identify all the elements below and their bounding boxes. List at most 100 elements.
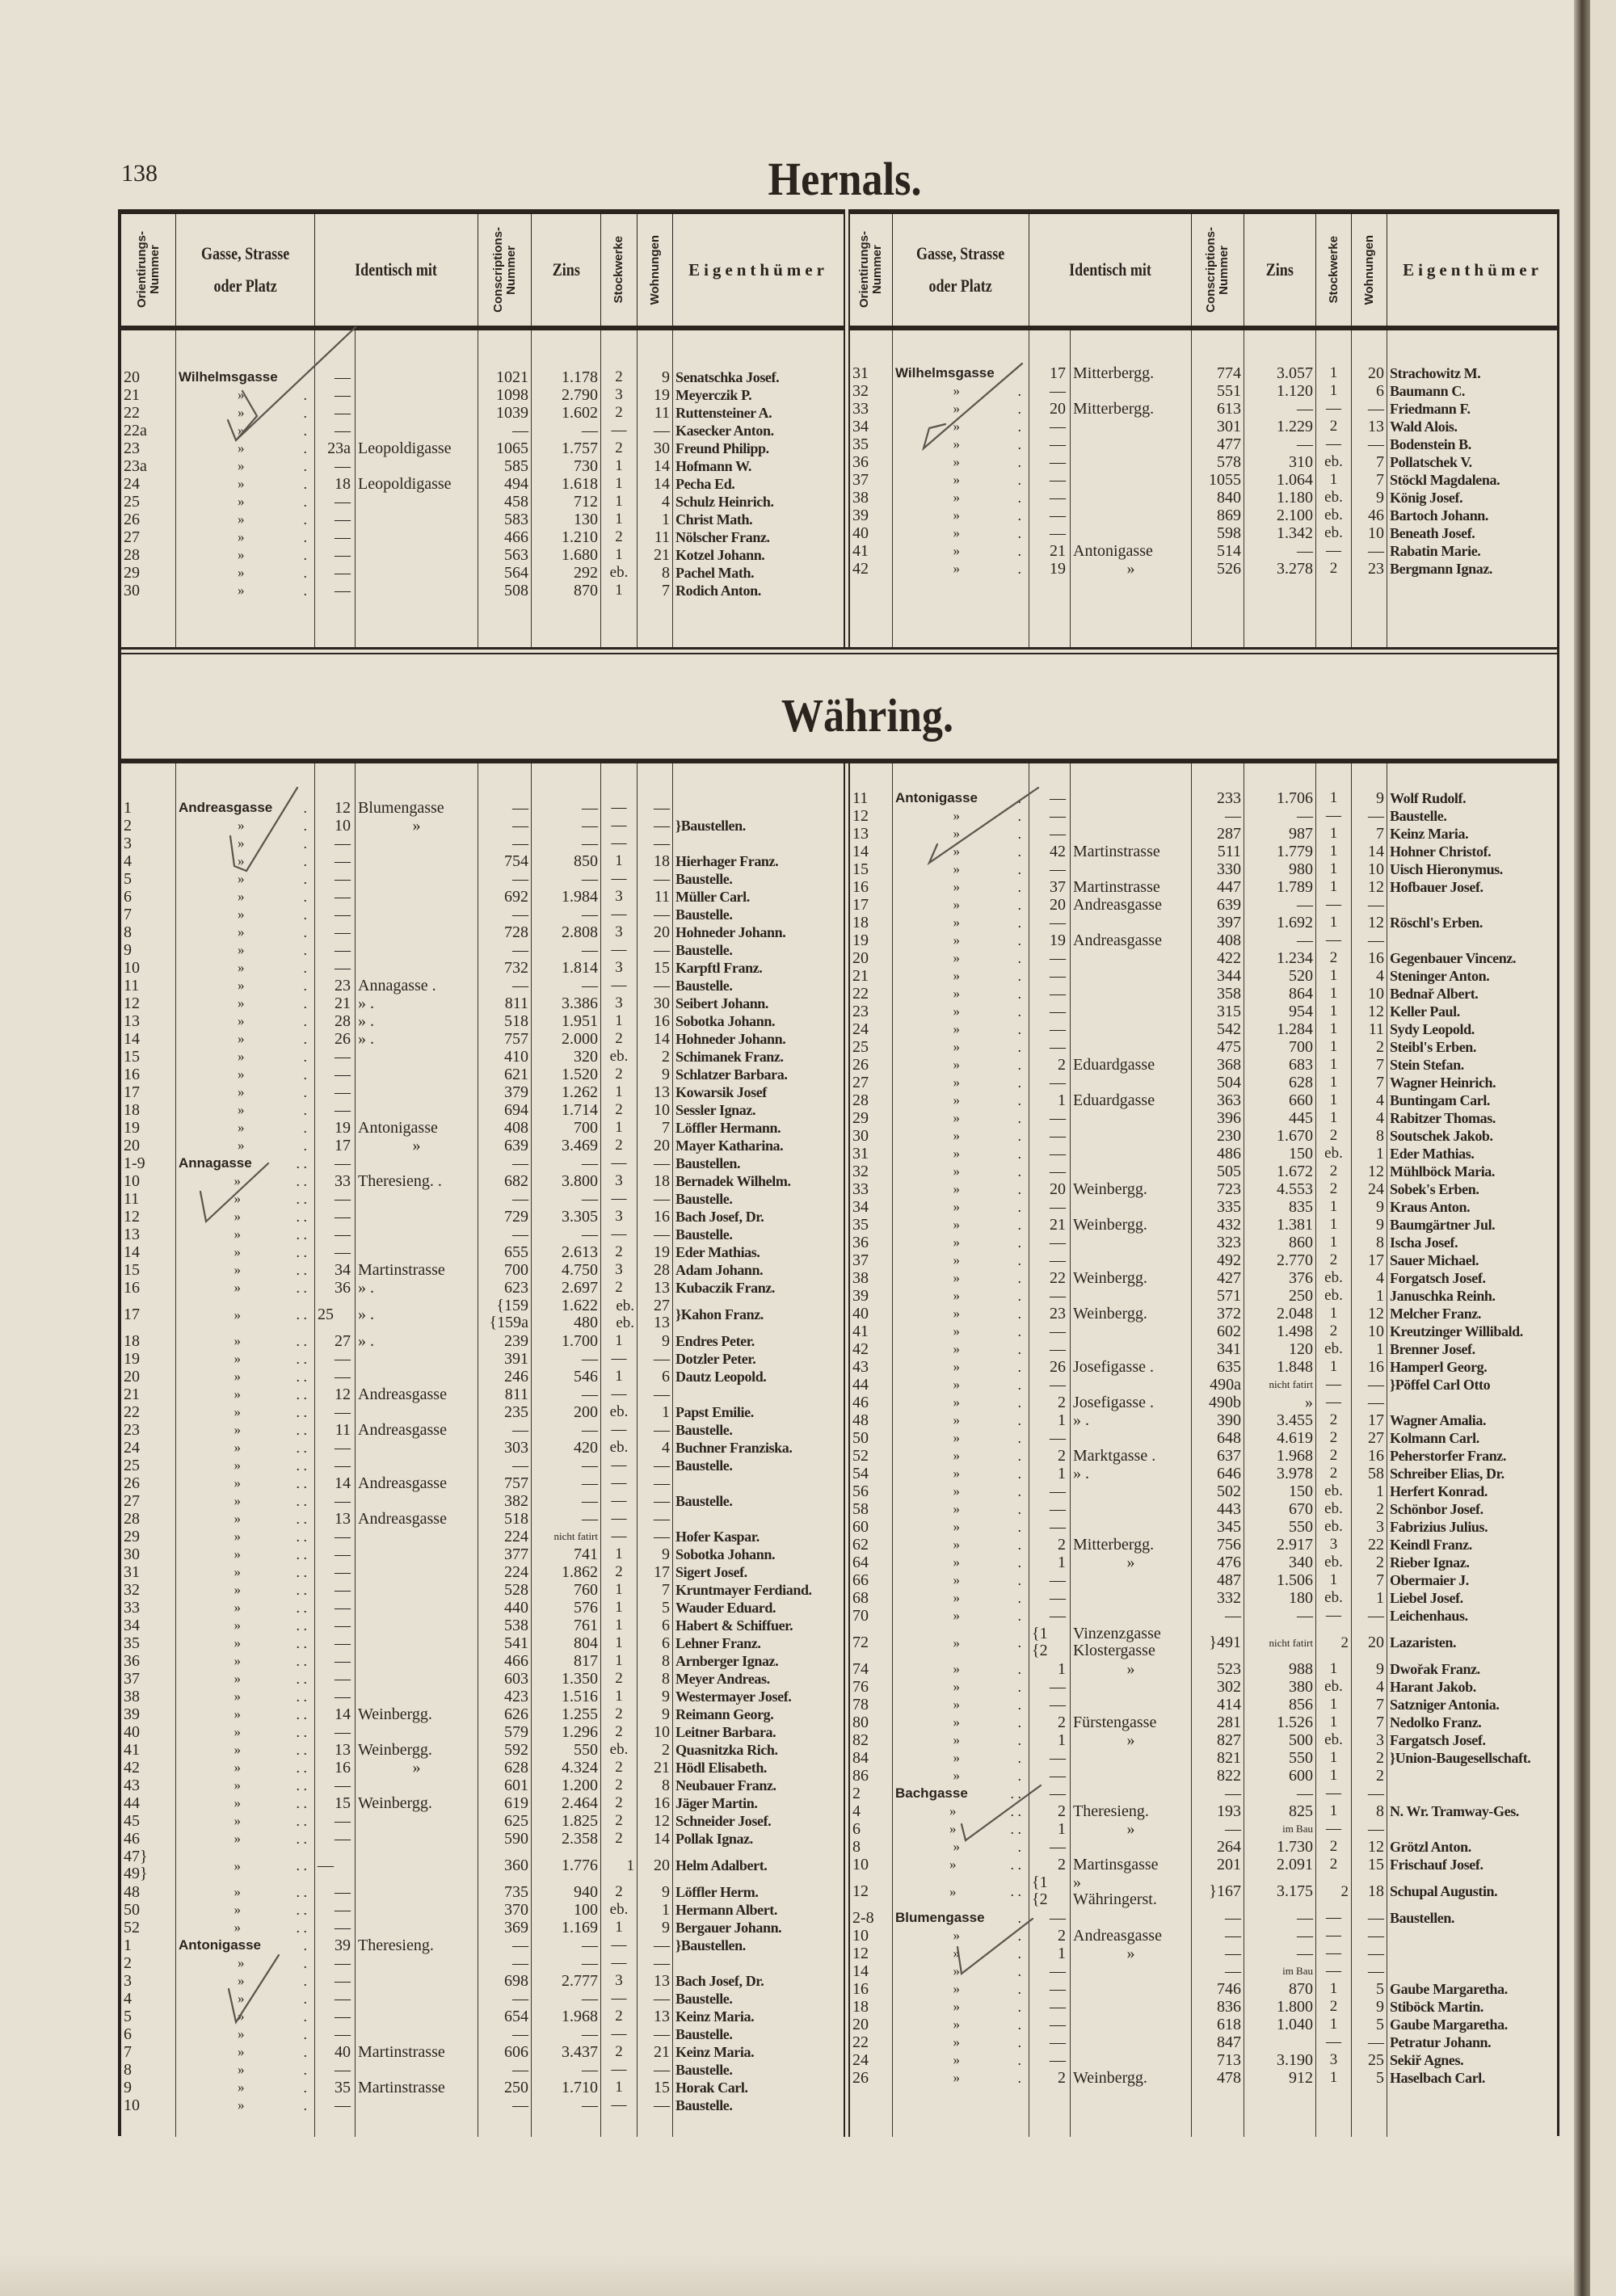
orientirungs-nummer: 13 [121,1226,176,1243]
zins: 550 [1244,1518,1316,1536]
wohnungen: 16 [1352,1447,1387,1465]
wohnungen: 9 [638,368,673,386]
identisch-nummer: 21 [1029,1216,1071,1234]
conscriptions-nummer: — [478,799,532,817]
stockwerke: — [601,1421,638,1439]
street-name: ». . [176,1279,315,1297]
table-row: 30». —508 870 1 7 Rodich Anton. [121,582,844,599]
table-row: 17». . 25» . {159 {159a 1.622 480 eb. eb. 27 … [121,1297,844,1332]
eigenthuemer: Dwořak Franz. [1390,1661,1480,1677]
zins: 628 [1244,1074,1316,1091]
identisch-gasse [356,1599,478,1617]
conscriptions-nummer: 422 [1192,949,1244,967]
orientirungs-nummer: 35 [121,1634,176,1652]
conscriptions-nummer: 390 [1192,1411,1244,1429]
empty-cell [478,330,532,368]
street-dots: . [1017,932,1022,948]
conscriptions-nummer: 486 [1192,1145,1244,1163]
conscriptions-nummer: 623 [478,1279,532,1297]
hernals-table-left: Orientirungs- Nummer Gasse, Strasse oder … [121,209,845,648]
orientirungs-nummer: 23a [121,457,176,475]
identisch-nummer: — [315,1652,356,1670]
wohnungen: 9 [1352,1198,1387,1216]
table-row: 27». . —382— — — Baustelle. [121,1492,844,1510]
identisch-nummer: — [1029,2051,1071,2069]
stockwerke: 2 [601,1705,638,1723]
table-row: 16». —746 870 1 5 Gaube Margaretha. [850,1980,1558,1998]
street-dots: . . [296,1760,308,1776]
table-row: 35». 21 Weinbergg. 432 1.381 1 9 Baumgärtner Ju… [850,1216,1558,1234]
street-name: ». [893,1927,1029,1945]
conscriptions-nummer: }167 [1192,1873,1244,1909]
street-dots: . [303,1013,308,1029]
orientirungs-nummer: 3 [121,835,176,852]
street-dots: . [1017,1465,1022,1482]
wohnungen: — [638,2025,673,2043]
street-name: » [953,2070,961,2085]
conscriptions-nummer: 490b [1192,1394,1244,1411]
eigenthuemer: Dotzler Peter. [675,1351,756,1367]
empty-cell [315,763,356,799]
street-name: » [238,995,245,1011]
identisch-nummer: — [315,1972,356,1990]
header-identisch-mit: Identisch mit [315,214,478,326]
identisch-gasse: Weinbergg. [1071,1216,1192,1234]
street-name: ». [893,1518,1029,1536]
identisch-gasse [1071,2033,1192,2051]
street-name: » [953,1483,961,1499]
conscriptions-nummer: 490a [1192,1376,1244,1394]
table-row: 19». 19 Antonigasse 408 700 1 7 Löffler Hermann… [121,1119,844,1137]
orientirungs-nummer: 25 [850,1038,893,1056]
conscriptions-nummer: — [478,1226,532,1243]
conscriptions-nummer: 502 [1192,1482,1244,1500]
street-dots: . [1017,861,1022,877]
zins: — [532,977,601,995]
identisch-nummer: {1 {2 [1029,1873,1071,1909]
eigenthuemer: Baustelle. [675,978,733,994]
table-row: 10». . 33 Theresieng. . 682 3.800 3 18 Bernadek… [121,1172,844,1190]
zins: — [532,1457,601,1474]
eigenthuemer: Rabitzer Thomas. [1390,1110,1496,1126]
zins: im Bau [1244,1820,1316,1838]
identisch-nummer: — [1029,524,1071,542]
street-name: » [238,2026,245,2042]
street-name: » [238,565,245,580]
street-dots: . [1017,1430,1022,1446]
street-name: ». [893,1536,1029,1554]
stockwerke: 2 [1316,1411,1352,1429]
zins: 870 [532,582,601,599]
street-name: ». [893,1198,1029,1216]
identisch-gasse: Andreasgasse [1071,931,1192,949]
orientirungs-nummer: 1 [121,1936,176,1954]
wohnungen: 9 [638,1705,673,1723]
zins: 1.710 [532,2079,601,2096]
table-body: 20 Wilhelmsgasse —1021 1.178 2 9 Senatschka Jo… [121,330,844,648]
street-name: ». . [176,1172,315,1190]
wohnungen: — [638,941,673,959]
identisch-nummer: — [315,1492,356,1510]
identisch-nummer: — [1029,1482,1071,1500]
street-dots: . [1017,507,1022,524]
street-name: ». [176,1012,315,1030]
zins: 856 [1244,1696,1316,1714]
eigenthuemer: Hohneder Johann. [675,924,786,940]
identisch-gasse [356,923,478,941]
identisch-nummer: — [1029,1074,1071,1091]
stockwerke: 3 [601,1208,638,1226]
street-name: » [953,1981,961,1996]
wohnungen: 7 [638,1119,673,1137]
orientirungs-nummer: 86 [850,1767,893,1785]
table-row: 18». . 27» . 239 1.700 1 9 Endres Peter. [121,1332,844,1350]
orientirungs-nummer: 22 [121,404,176,422]
zins: 1.520 [532,1066,601,1083]
identisch-nummer: — [315,1403,356,1421]
section-title-wahring: Währing. [781,689,954,742]
eigenthuemer: Bodenstein B. [1390,436,1471,452]
wohnungen: 21 [638,546,673,564]
stockwerke: 3 [1316,2051,1352,2069]
stockwerke: — [1316,1376,1352,1394]
zins: 1.800 [1244,1998,1316,2016]
street-dots: . [303,960,308,976]
empty-cell [638,599,673,648]
eigenthuemer: Wolf Rudolf. [1390,790,1467,806]
